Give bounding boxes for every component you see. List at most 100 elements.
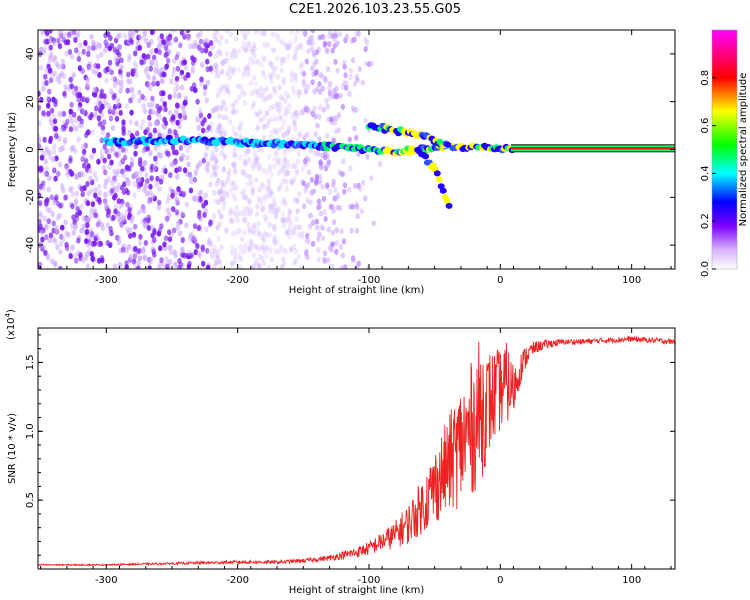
noise-dot xyxy=(158,152,164,159)
noise-dot xyxy=(275,73,280,80)
noise-dot xyxy=(46,186,51,193)
noise-dot xyxy=(229,54,234,61)
noise-dot xyxy=(38,104,42,111)
noise-dot xyxy=(330,47,335,54)
noise-dot xyxy=(74,172,79,179)
noise-dot xyxy=(38,223,43,230)
noise-dot xyxy=(89,187,94,194)
noise-dot xyxy=(94,176,99,182)
noise-dot xyxy=(46,96,52,103)
noise-dot xyxy=(198,30,203,37)
noise-dot xyxy=(235,216,240,223)
noise-dot xyxy=(54,194,59,201)
noise-dot xyxy=(47,149,52,156)
noise-dot xyxy=(294,32,299,39)
noise-dot xyxy=(54,226,59,233)
noise-dot xyxy=(165,215,170,222)
noise-dot xyxy=(77,86,82,92)
noise-dot xyxy=(371,220,376,227)
noise-dot xyxy=(237,264,243,269)
noise-dot xyxy=(153,155,158,162)
noise-dot xyxy=(278,94,284,101)
noise-dot xyxy=(189,231,194,238)
noise-dot xyxy=(283,248,288,255)
noise-dot xyxy=(359,208,365,215)
noise-dot xyxy=(128,232,133,239)
noise-dot xyxy=(326,162,331,169)
noise-dot xyxy=(148,259,153,265)
noise-dot xyxy=(111,214,116,221)
noise-dot xyxy=(331,207,336,214)
noise-dot xyxy=(214,52,220,58)
noise-dot xyxy=(293,248,298,255)
noise-dot xyxy=(233,253,238,260)
noise-dot xyxy=(43,170,48,177)
noise-dot xyxy=(159,77,164,84)
noise-dot xyxy=(296,92,301,99)
noise-dot xyxy=(253,30,259,35)
noise-dot xyxy=(56,37,61,44)
noise-dot xyxy=(151,76,156,83)
noise-dot xyxy=(243,46,248,53)
noise-dot xyxy=(195,164,200,171)
noise-dot xyxy=(219,196,224,203)
noise-dot xyxy=(276,108,282,115)
noise-dot xyxy=(132,60,138,67)
noise-dot xyxy=(167,245,172,252)
noise-dot xyxy=(115,97,121,104)
noise-dot xyxy=(98,120,103,127)
noise-dot xyxy=(165,40,170,47)
noise-dot xyxy=(121,119,126,126)
noise-dot xyxy=(245,42,251,49)
noise-dot xyxy=(165,198,170,205)
noise-dot xyxy=(174,196,179,203)
noise-dot xyxy=(361,179,366,186)
noise-dot xyxy=(277,101,282,108)
noise-dot xyxy=(282,217,287,224)
noise-dot xyxy=(63,39,69,46)
y-multiplier-base: (x10 xyxy=(6,317,17,340)
noise-dot xyxy=(38,210,43,217)
noise-dot xyxy=(261,88,267,95)
noise-dot xyxy=(217,127,222,134)
noise-dot xyxy=(262,96,267,103)
noise-dot xyxy=(305,197,310,204)
noise-dot xyxy=(84,251,90,258)
noise-dot xyxy=(203,192,208,199)
noise-dot xyxy=(56,170,61,177)
noise-dot xyxy=(93,187,98,194)
noise-dot xyxy=(143,255,148,262)
noise-dot xyxy=(85,216,91,223)
noise-dot xyxy=(216,87,221,94)
noise-dot xyxy=(138,233,143,240)
noise-dot xyxy=(254,155,260,162)
ridge-main xyxy=(102,134,516,157)
noise-dot xyxy=(242,187,247,194)
noise-dot xyxy=(57,30,62,37)
noise-dot xyxy=(273,129,278,136)
noise-dot xyxy=(153,59,159,65)
noise-dot xyxy=(245,66,251,73)
noise-dot xyxy=(280,124,285,131)
noise-dot xyxy=(286,233,292,240)
noise-dot xyxy=(88,241,93,248)
noise-dot xyxy=(125,87,130,94)
noise-dot xyxy=(277,84,282,91)
noise-dot xyxy=(298,63,303,70)
colorbar-tick-label: 0.4 xyxy=(700,165,711,181)
noise-dot xyxy=(230,102,235,109)
noise-dot xyxy=(348,73,353,80)
noise-dot xyxy=(54,224,59,231)
noise-dot xyxy=(327,32,332,39)
noise-dot xyxy=(316,247,321,254)
noise-dot xyxy=(167,229,172,236)
noise-dot xyxy=(183,64,188,71)
noise-dot xyxy=(166,194,172,201)
noise-speckle xyxy=(38,30,383,269)
ridges xyxy=(102,122,516,209)
noise-dot xyxy=(171,30,176,34)
noise-dot xyxy=(341,80,347,87)
noise-dot xyxy=(74,125,79,132)
noise-dot xyxy=(102,119,107,126)
noise-dot xyxy=(180,59,186,66)
